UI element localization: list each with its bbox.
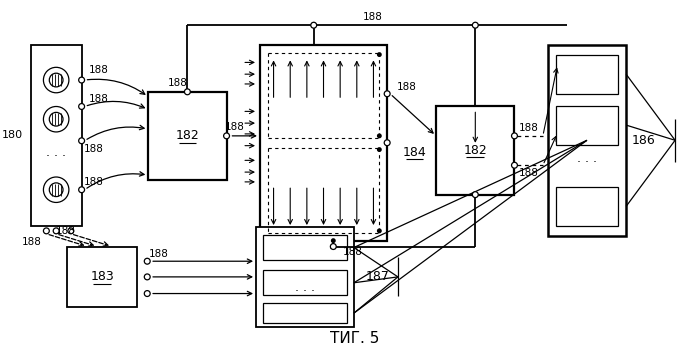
Text: 184: 184: [403, 146, 426, 159]
Bar: [256, 227, 354, 327]
Text: 188: 188: [89, 65, 109, 75]
Text: · · ·: · · ·: [295, 285, 315, 298]
Circle shape: [224, 133, 229, 139]
Bar: [556, 187, 619, 226]
Bar: [263, 303, 347, 323]
Circle shape: [43, 107, 69, 132]
Circle shape: [331, 238, 336, 243]
Text: 188: 188: [89, 94, 109, 104]
Text: 182: 182: [175, 129, 199, 142]
Circle shape: [53, 228, 59, 234]
Circle shape: [377, 147, 382, 152]
Circle shape: [68, 228, 74, 234]
Bar: [260, 45, 387, 241]
Circle shape: [473, 192, 478, 198]
Bar: [548, 45, 626, 236]
Circle shape: [43, 67, 69, 93]
Text: ΤИГ. 5: ΤИГ. 5: [330, 331, 380, 346]
Text: 188: 188: [224, 122, 245, 132]
Circle shape: [50, 112, 63, 126]
Text: 188: 188: [83, 177, 103, 187]
Circle shape: [79, 77, 85, 83]
Text: 183: 183: [90, 270, 114, 284]
Text: · · ·: · · ·: [577, 156, 597, 169]
Text: 186: 186: [632, 134, 656, 147]
Circle shape: [144, 274, 150, 280]
Circle shape: [377, 52, 382, 57]
Text: 180: 180: [1, 130, 23, 141]
Circle shape: [512, 162, 517, 168]
Circle shape: [331, 244, 336, 250]
Circle shape: [473, 22, 478, 28]
Circle shape: [384, 140, 390, 145]
Circle shape: [79, 187, 85, 193]
Circle shape: [144, 258, 150, 264]
Circle shape: [79, 138, 85, 144]
Circle shape: [311, 22, 317, 28]
Circle shape: [185, 89, 190, 95]
Circle shape: [144, 291, 150, 297]
Bar: [556, 105, 619, 145]
Bar: [263, 235, 347, 260]
Bar: [436, 107, 514, 195]
Text: 188: 188: [168, 78, 187, 88]
Circle shape: [79, 104, 85, 109]
Text: 187: 187: [366, 270, 389, 284]
Bar: [67, 246, 138, 307]
Bar: [556, 55, 619, 94]
Circle shape: [512, 133, 517, 139]
Text: 188: 188: [519, 168, 539, 178]
Bar: [148, 92, 226, 180]
Circle shape: [43, 177, 69, 202]
Circle shape: [384, 91, 390, 97]
Circle shape: [50, 183, 63, 196]
Bar: [31, 45, 82, 226]
Text: 188: 188: [363, 12, 382, 22]
Text: 188: 188: [397, 82, 417, 92]
Circle shape: [377, 133, 382, 138]
Text: 188: 188: [149, 249, 169, 259]
Circle shape: [377, 228, 382, 233]
Text: · · ·: · · ·: [46, 150, 66, 163]
Bar: [263, 270, 347, 296]
Text: 188: 188: [22, 236, 42, 247]
Text: 182: 182: [463, 144, 487, 157]
Text: 188: 188: [343, 247, 363, 257]
Circle shape: [43, 228, 50, 234]
Text: 188: 188: [83, 144, 103, 154]
Text: 188: 188: [56, 226, 76, 236]
Circle shape: [50, 73, 63, 87]
Text: 188: 188: [519, 123, 539, 133]
